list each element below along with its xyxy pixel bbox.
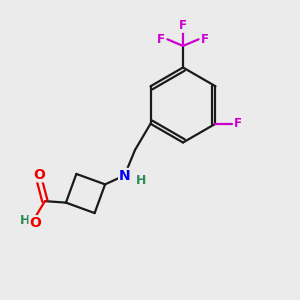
Text: N: N xyxy=(119,169,130,182)
Text: F: F xyxy=(201,33,209,46)
Text: F: F xyxy=(157,33,165,46)
Text: O: O xyxy=(29,216,41,230)
Text: F: F xyxy=(234,117,242,130)
Text: H: H xyxy=(136,174,146,188)
Text: H: H xyxy=(20,214,30,226)
Text: F: F xyxy=(179,19,187,32)
Text: O: O xyxy=(34,168,46,182)
